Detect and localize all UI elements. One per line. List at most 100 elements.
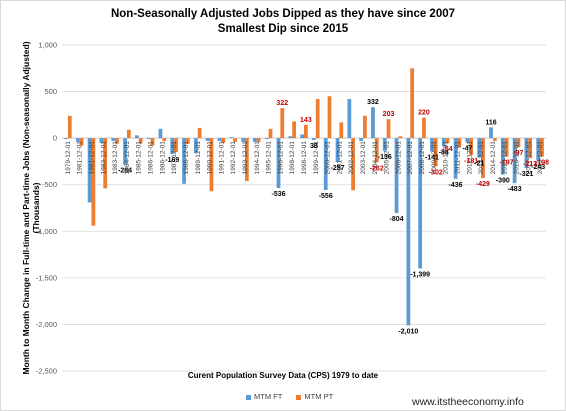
bar-mtm-pt (91, 138, 96, 226)
bars (64, 68, 544, 326)
y-tick-label: -500 (42, 180, 57, 189)
bar-mtm-ft (264, 138, 269, 140)
data-label: 203 (383, 111, 395, 118)
bar-mtm-ft (477, 138, 482, 158)
bar-mtm-ft (146, 138, 151, 140)
bar-mtm-ft (241, 138, 245, 142)
bar-mtm-pt (433, 138, 438, 167)
x-tick-label: 1995-12-01 (266, 141, 273, 175)
bar-mtm-pt (504, 138, 509, 157)
legend-item-pt: MTM PT (296, 392, 333, 401)
bar-mtm-pt (327, 96, 332, 139)
data-label: -47 (462, 146, 472, 153)
x-tick-label: 1991-12-01 (218, 141, 225, 175)
data-label: -556 (319, 193, 333, 200)
x-tick-label: 1989-12-01 (195, 141, 202, 175)
bar-mtm-pt (516, 138, 521, 148)
bar-mtm-pt (138, 138, 143, 144)
bar-mtm-ft (182, 138, 186, 184)
data-label: -262 (370, 166, 384, 173)
bar-mtm-pt (256, 138, 261, 142)
data-labels: -284 -169 -536 38 -556 -257 332 -136 -804 -2,010 -… (118, 99, 549, 335)
x-tick-label: 1984-12-01 (124, 141, 131, 175)
bar-mtm-pt (469, 138, 474, 155)
bar-mtm-pt (268, 128, 273, 139)
bar-mtm-pt (422, 117, 426, 139)
bar-mtm-pt (103, 138, 108, 189)
data-label: -136 (378, 154, 392, 161)
data-label: -21 (474, 161, 484, 168)
x-tick-label: 2005-12-01 (384, 141, 391, 175)
bar-mtm-pt (162, 138, 167, 141)
bar-mtm-ft (75, 138, 80, 142)
x-tick-label: 1998-12-01 (301, 141, 308, 175)
bar-mtm-pt (363, 115, 367, 139)
bar-mtm-ft (453, 138, 458, 179)
data-label: 322 (276, 100, 288, 107)
x-tick-label: 1990-12-01 (207, 141, 214, 175)
x-tick-label: 1986-12-01 (159, 141, 166, 175)
bar-mtm-ft (276, 138, 281, 189)
bar-mtm-pt (304, 124, 308, 139)
legend: MTM FT MTM PT (246, 392, 345, 401)
bar-mtm-pt (351, 138, 355, 191)
bar-mtm-ft (193, 138, 198, 154)
bar-mtm-ft (359, 138, 364, 141)
bar-mtm-pt (339, 122, 344, 139)
x-tick-label: 2019-12-01 (537, 141, 544, 175)
bar-mtm-pt (280, 108, 285, 139)
data-label: -284 (118, 168, 132, 175)
x-tick-label: 2014-12-01 (490, 141, 497, 175)
x-axis-label: Curent Population Survey Data (CPS) 1979… (187, 371, 379, 380)
data-label: -804 (390, 216, 404, 223)
x-tick-label: 2016-12-01 (513, 141, 520, 175)
data-label: -483 (508, 186, 522, 193)
data-label: -88 (439, 149, 449, 156)
y-tick-label: 1,000 (38, 41, 57, 50)
data-label: -536 (271, 191, 285, 198)
y-tick-label: 500 (44, 87, 57, 96)
bar-mtm-pt (540, 138, 544, 157)
bar-mtm-pt (150, 138, 155, 146)
x-tick-label: 1985-12-01 (136, 141, 143, 175)
x-tick-label: 2017-12-01 (525, 141, 532, 175)
bar-mtm-pt (481, 138, 485, 179)
bar-mtm-ft (512, 138, 517, 184)
legend-swatch-ft (246, 394, 251, 400)
x-tick-label: 2007-12-01 (407, 141, 414, 175)
x-tick-label: 1987-12-01 (171, 141, 178, 175)
bar-mtm-ft (99, 138, 104, 143)
bar-mtm-pt (115, 138, 119, 144)
bar-mtm-ft (500, 138, 505, 175)
data-label: -2,010 (398, 328, 418, 335)
gridlines (62, 44, 546, 372)
data-label: -1,399 (410, 271, 430, 278)
website-watermark: www.itstheeconomy.info (412, 396, 524, 408)
bar-mtm-pt (174, 138, 178, 153)
bar-mtm-ft (111, 138, 116, 141)
data-label: 220 (418, 110, 430, 117)
bar-mtm-ft (170, 138, 175, 154)
data-label: 116 (485, 119, 496, 126)
y-tick-label: 0 (53, 134, 57, 143)
x-tick-label: 1993-12-01 (242, 141, 249, 175)
bar-mtm-ft (382, 138, 387, 151)
data-label: -321 (519, 171, 533, 178)
bar-mtm-ft (406, 138, 411, 326)
bar-mtm-pt (126, 129, 131, 139)
bar-mtm-pt (410, 68, 415, 139)
x-tick-label: 2015-12-01 (502, 141, 509, 175)
legend-label-ft: MTM FT (254, 392, 283, 401)
chart-title: Non-Seasonally Adjusted Jobs Dipped as t… (110, 8, 456, 20)
x-tick-label: 2006-12-01 (395, 141, 402, 175)
x-tick-label: 1994-12-01 (254, 141, 261, 175)
data-label: -54 (442, 146, 452, 153)
x-tick-label: 1983-12-01 (100, 141, 107, 175)
bar-mtm-pt (221, 138, 226, 143)
legend-label-pt: MTM PT (304, 392, 334, 401)
bar-mtm-ft (205, 138, 210, 141)
x-tick-label: 1998-12-01 (289, 141, 296, 175)
bar-mtm-ft (64, 138, 68, 140)
y-tick-label: -2,000 (36, 320, 57, 329)
bar-mtm-ft (394, 138, 399, 214)
